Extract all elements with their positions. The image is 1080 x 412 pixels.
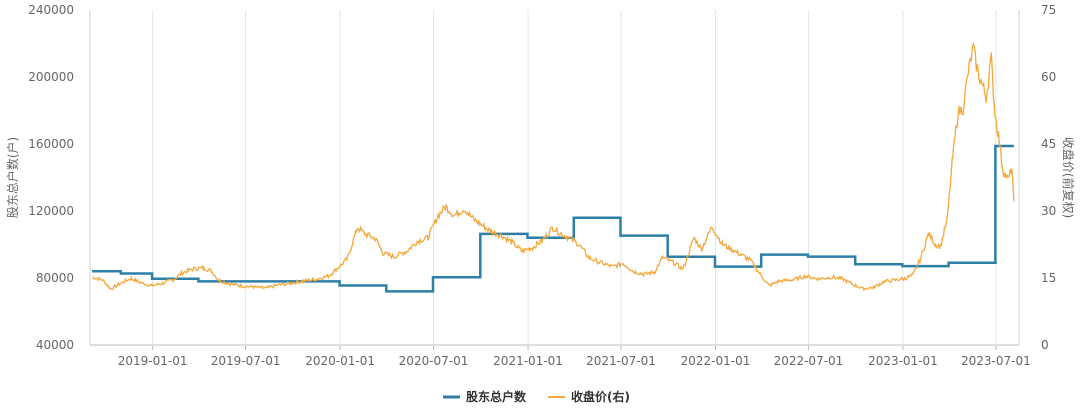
left-y-tick-label: 40000 [36, 338, 74, 352]
right-y-tick-label: 75 [1041, 3, 1056, 17]
legend-label: 收盘价(右) [571, 389, 630, 404]
shareholder-count-line [92, 144, 1014, 293]
x-tick-label: 2019-01-01 [118, 354, 188, 368]
left-axis-title: 股东总户数(户) [5, 137, 20, 218]
close-price-line [92, 41, 1015, 292]
x-tick-label: 2022-07-01 [774, 354, 844, 368]
x-tick-label: 2020-07-01 [399, 354, 469, 368]
right-y-tick-label: 30 [1041, 204, 1056, 218]
left-y-tick-label: 120000 [28, 204, 74, 218]
right-axis-title: 收盘价(前复权) [1061, 137, 1076, 218]
left-y-tick-label: 160000 [28, 137, 74, 151]
legend-label: 股东总户数 [466, 389, 527, 404]
x-tick-label: 2023-07-01 [961, 354, 1031, 368]
left-y-tick-label: 80000 [36, 271, 74, 285]
x-tick-label: 2021-01-01 [493, 354, 563, 368]
x-tick-label: 2021-07-01 [586, 354, 656, 368]
left-y-tick-label: 200000 [28, 70, 74, 84]
right-y-tick-label: 45 [1041, 137, 1056, 151]
left-y-tick-label: 240000 [28, 3, 74, 17]
x-tick-label: 2020-01-01 [305, 354, 375, 368]
x-tick-label: 2022-01-01 [681, 354, 751, 368]
x-tick-label: 2023-01-01 [868, 354, 938, 368]
x-tick-label: 2019-07-01 [211, 354, 281, 368]
right-y-tick-label: 15 [1041, 271, 1056, 285]
right-y-tick-label: 60 [1041, 70, 1056, 84]
right-y-tick-label: 0 [1041, 338, 1049, 352]
